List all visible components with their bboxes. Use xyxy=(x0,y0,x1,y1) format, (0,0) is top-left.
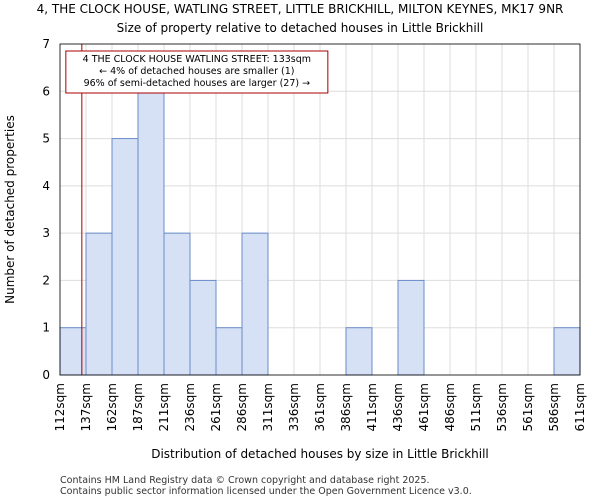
bar xyxy=(163,232,191,376)
x-tick-label: 187sqm xyxy=(131,383,145,431)
bar xyxy=(241,232,269,376)
y-tick-label: 2 xyxy=(42,273,50,287)
x-tick-label: 411sqm xyxy=(365,383,379,431)
bar xyxy=(111,138,139,376)
bar xyxy=(345,327,373,376)
x-tick-label: 311sqm xyxy=(261,383,275,431)
x-tick-label: 336sqm xyxy=(287,383,301,431)
bar xyxy=(397,279,425,376)
x-tick-label: 211sqm xyxy=(157,383,171,431)
x-tick-label: 536sqm xyxy=(495,383,509,431)
chart-subtitle: Size of property relative to detached ho… xyxy=(117,21,484,35)
x-tick-label: 261sqm xyxy=(209,383,223,431)
x-tick-label: 561sqm xyxy=(521,383,535,431)
x-tick-label: 461sqm xyxy=(417,383,431,431)
x-tick-label: 386sqm xyxy=(339,383,353,431)
footer-line-2: Contains public sector information licen… xyxy=(60,486,472,497)
bar xyxy=(189,279,217,376)
annotation-line-2: ← 4% of detached houses are smaller (1) xyxy=(99,66,294,77)
annotation-line-3: 96% of semi-detached houses are larger (… xyxy=(84,78,311,89)
y-tick-label: 3 xyxy=(42,226,50,240)
x-tick-label: 586sqm xyxy=(547,383,561,431)
y-tick-label: 7 xyxy=(42,37,50,51)
y-tick-label: 4 xyxy=(42,179,50,193)
x-tick-label: 511sqm xyxy=(469,383,483,431)
x-tick-label: 436sqm xyxy=(391,383,405,431)
x-tick-label: 137sqm xyxy=(79,383,93,431)
x-tick-label: 486sqm xyxy=(443,383,457,431)
x-ticks: 112sqm 137sqm 162sqm 187sqm 211sqm 236sqm 261s… xyxy=(53,383,587,431)
chart-title: 4, THE CLOCK HOUSE, WATLING STREET, LITT… xyxy=(37,2,564,16)
x-tick-label: 361sqm xyxy=(313,383,327,431)
x-tick-label: 112sqm xyxy=(53,383,67,431)
plot-frame xyxy=(59,43,581,376)
x-tick-label: 236sqm xyxy=(183,383,197,431)
annotation-line-1: 4 THE CLOCK HOUSE WATLING STREET: 133sqm xyxy=(83,54,311,65)
bars xyxy=(59,90,581,376)
bar xyxy=(85,232,113,376)
y-ticks: 0 1 2 3 4 5 6 7 xyxy=(42,37,50,382)
bar xyxy=(553,327,581,376)
y-axis-label: Number of detached properties xyxy=(3,115,17,304)
footer-line-1: Contains HM Land Registry data © Crown c… xyxy=(60,475,430,486)
y-tick-label: 1 xyxy=(42,321,50,335)
x-tick-label: 611sqm xyxy=(573,383,587,431)
y-tick-label: 0 xyxy=(42,368,50,382)
x-tick-label: 286sqm xyxy=(235,383,249,431)
bar xyxy=(215,327,243,376)
x-axis-label: Distribution of detached houses by size … xyxy=(151,447,489,461)
x-tick-label: 162sqm xyxy=(105,383,119,431)
annotation-box: 4 THE CLOCK HOUSE WATLING STREET: 133sqm… xyxy=(65,50,329,94)
bar xyxy=(137,90,165,376)
y-tick-label: 5 xyxy=(42,132,50,146)
y-tick-label: 6 xyxy=(42,84,50,98)
